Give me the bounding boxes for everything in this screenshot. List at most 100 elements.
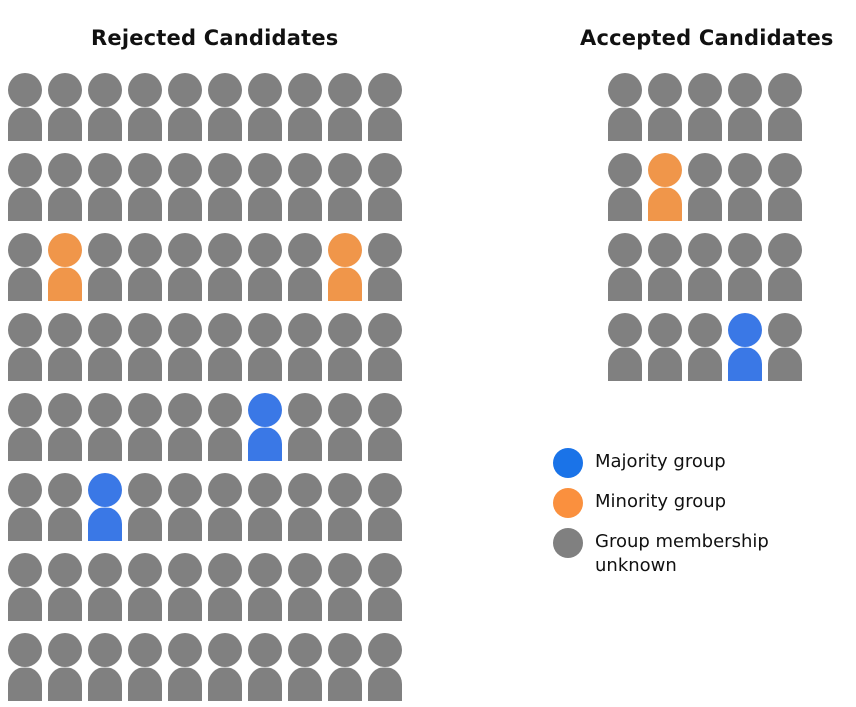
person-icon-unknown bbox=[128, 633, 162, 701]
person-icon-unknown bbox=[8, 553, 42, 621]
person-icon-unknown bbox=[368, 73, 402, 141]
person-icon-unknown bbox=[368, 553, 402, 621]
person-icon-unknown bbox=[688, 233, 722, 301]
person-icon-unknown bbox=[8, 313, 42, 381]
person-icon-unknown bbox=[368, 633, 402, 701]
person-icon-unknown bbox=[168, 313, 202, 381]
person-icon-unknown bbox=[368, 473, 402, 541]
person-icon-unknown bbox=[608, 233, 642, 301]
person-icon-unknown bbox=[48, 313, 82, 381]
person-icon-unknown bbox=[288, 473, 322, 541]
person-icon-unknown bbox=[728, 233, 762, 301]
person-icon-unknown bbox=[208, 633, 242, 701]
person-icon-minority bbox=[648, 153, 682, 221]
person-icon-unknown bbox=[88, 633, 122, 701]
person-icon-unknown bbox=[288, 553, 322, 621]
person-icon-unknown bbox=[768, 153, 802, 221]
person-icon-majority bbox=[728, 313, 762, 381]
person-icon-unknown bbox=[608, 153, 642, 221]
person-icon-unknown bbox=[128, 393, 162, 461]
person-icon-unknown bbox=[128, 73, 162, 141]
person-icon-unknown bbox=[248, 473, 282, 541]
person-icon-unknown bbox=[48, 153, 82, 221]
person-icon-unknown bbox=[208, 73, 242, 141]
person-icon-unknown bbox=[128, 473, 162, 541]
person-icon-unknown bbox=[288, 393, 322, 461]
legend-label: Majority group bbox=[595, 451, 726, 472]
person-icon-unknown bbox=[48, 393, 82, 461]
person-icon-unknown bbox=[8, 153, 42, 221]
person-icon-unknown bbox=[208, 393, 242, 461]
person-icon-unknown bbox=[288, 233, 322, 301]
person-icon-majority bbox=[88, 473, 122, 541]
person-icon-unknown bbox=[168, 73, 202, 141]
majority-dot-icon bbox=[553, 448, 583, 478]
person-icon-unknown bbox=[248, 313, 282, 381]
person-icon-unknown bbox=[288, 153, 322, 221]
rejected-title: Rejected Candidates bbox=[91, 26, 339, 50]
person-icon-unknown bbox=[648, 313, 682, 381]
person-icon-majority bbox=[248, 393, 282, 461]
person-icon-unknown bbox=[248, 153, 282, 221]
person-icon-unknown bbox=[208, 553, 242, 621]
person-icon-unknown bbox=[608, 73, 642, 141]
person-icon-unknown bbox=[168, 233, 202, 301]
person-icon-minority bbox=[48, 233, 82, 301]
person-icon-unknown bbox=[328, 153, 362, 221]
person-icon-unknown bbox=[128, 153, 162, 221]
person-icon-unknown bbox=[288, 633, 322, 701]
person-icon-unknown bbox=[368, 313, 402, 381]
person-icon-unknown bbox=[168, 393, 202, 461]
minority-dot-icon bbox=[553, 488, 583, 518]
person-icon-unknown bbox=[328, 73, 362, 141]
person-icon-unknown bbox=[8, 73, 42, 141]
person-icon-unknown bbox=[8, 233, 42, 301]
person-icon-unknown bbox=[8, 393, 42, 461]
person-icon-unknown bbox=[208, 473, 242, 541]
person-icon-unknown bbox=[168, 633, 202, 701]
person-icon-unknown bbox=[128, 553, 162, 621]
person-icon-unknown bbox=[88, 153, 122, 221]
person-icon-unknown bbox=[328, 393, 362, 461]
person-icon-unknown bbox=[768, 73, 802, 141]
person-icon-unknown bbox=[88, 73, 122, 141]
person-icon-unknown bbox=[688, 153, 722, 221]
person-icon-unknown bbox=[88, 393, 122, 461]
person-icon-unknown bbox=[328, 633, 362, 701]
person-icon-unknown bbox=[248, 553, 282, 621]
unknown-dot-icon bbox=[553, 528, 583, 558]
person-icon-unknown bbox=[608, 313, 642, 381]
person-icon-unknown bbox=[48, 633, 82, 701]
person-icon-minority bbox=[328, 233, 362, 301]
person-icon-unknown bbox=[88, 233, 122, 301]
person-icon-unknown bbox=[208, 233, 242, 301]
person-icon-unknown bbox=[88, 553, 122, 621]
person-icon-unknown bbox=[288, 73, 322, 141]
legend-label: Group membership unknown bbox=[595, 531, 769, 576]
person-icon-unknown bbox=[648, 73, 682, 141]
person-icon-unknown bbox=[128, 313, 162, 381]
person-icon-unknown bbox=[688, 313, 722, 381]
person-icon-unknown bbox=[48, 473, 82, 541]
person-icon-unknown bbox=[208, 153, 242, 221]
person-icon-unknown bbox=[248, 633, 282, 701]
person-icon-unknown bbox=[128, 233, 162, 301]
person-icon-unknown bbox=[688, 73, 722, 141]
person-icon-unknown bbox=[48, 73, 82, 141]
person-icon-unknown bbox=[368, 153, 402, 221]
person-icon-unknown bbox=[728, 73, 762, 141]
person-icon-unknown bbox=[648, 233, 682, 301]
person-icon-unknown bbox=[248, 73, 282, 141]
person-icon-unknown bbox=[48, 553, 82, 621]
person-icon-unknown bbox=[168, 553, 202, 621]
person-icon-unknown bbox=[168, 473, 202, 541]
person-icon-unknown bbox=[88, 313, 122, 381]
person-icon-unknown bbox=[168, 153, 202, 221]
accepted-title: Accepted Candidates bbox=[580, 26, 834, 50]
person-icon-unknown bbox=[328, 473, 362, 541]
person-icon-unknown bbox=[8, 473, 42, 541]
person-icon-unknown bbox=[728, 153, 762, 221]
person-icon-unknown bbox=[328, 553, 362, 621]
person-icon-unknown bbox=[328, 313, 362, 381]
person-icon-unknown bbox=[8, 633, 42, 701]
